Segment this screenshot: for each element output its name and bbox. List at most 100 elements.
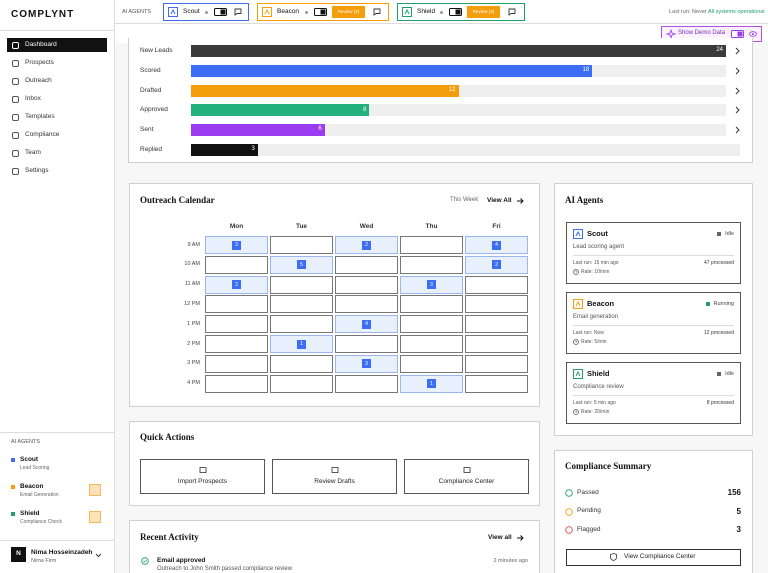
divider <box>573 395 734 396</box>
calendar-cell[interactable] <box>400 335 463 353</box>
shield-icon <box>610 553 617 561</box>
compliance-button-text: View Compliance Center <box>624 553 696 561</box>
agent-card[interactable] <box>566 222 741 284</box>
count-text: 5 <box>300 261 303 268</box>
nav-item[interactable]: Settings <box>25 166 49 174</box>
review-badge[interactable] <box>332 6 365 18</box>
calendar-cell[interactable] <box>335 374 398 393</box>
nav-item[interactable]: Templates <box>25 112 55 120</box>
nav-icon <box>12 131 19 139</box>
calendar-cell[interactable] <box>335 275 398 294</box>
calendar-cell[interactable] <box>400 255 463 274</box>
agent-dot <box>11 512 15 516</box>
calendar-cell[interactable] <box>270 275 333 294</box>
compliance-value: 3 <box>736 525 741 535</box>
view-all-link[interactable]: View All <box>487 196 512 204</box>
status-icon <box>565 489 573 497</box>
arrow <box>517 535 524 541</box>
compliance-label: Passed <box>577 488 599 496</box>
user-name: Nima Hosseinzadeh <box>31 548 93 556</box>
compliance-button[interactable] <box>566 549 741 566</box>
topbar-label: AI AGENTS <box>122 8 152 15</box>
nav-item[interactable]: Team <box>25 148 41 156</box>
action-button[interactable] <box>404 459 529 494</box>
calendar-cell[interactable] <box>205 335 268 353</box>
count-text: 2 <box>235 281 238 288</box>
calendar-cell[interactable] <box>270 354 333 373</box>
stage-track <box>191 144 740 156</box>
chevron <box>735 47 740 55</box>
stage-bar <box>191 45 726 57</box>
nav-item[interactable]: Inbox <box>25 94 41 102</box>
chevron <box>735 87 740 94</box>
section-label: AI AGENTS <box>11 438 41 445</box>
count-badge <box>232 280 241 290</box>
agent-last-run: Last run: 5 min ago <box>573 399 616 406</box>
agent-name: Scout <box>587 229 608 239</box>
status-dot <box>205 10 208 14</box>
stage-label: Scored <box>140 66 161 74</box>
calendar-cell[interactable] <box>270 315 333 334</box>
pipeline-card <box>128 38 753 163</box>
calendar-cell[interactable] <box>465 335 528 353</box>
review-indicator[interactable] <box>89 484 101 496</box>
calendar-cell[interactable] <box>205 295 268 314</box>
calendar-cell[interactable] <box>465 295 528 314</box>
calendar-cell[interactable] <box>335 295 398 314</box>
chevron <box>735 67 740 75</box>
stage-value: 8 <box>362 106 367 113</box>
agent-name: Beacon <box>587 299 615 309</box>
card-title: AI Agents <box>565 195 604 206</box>
agent-card[interactable] <box>566 362 741 424</box>
action-button[interactable] <box>140 459 265 494</box>
action-label: Review Drafts <box>314 477 355 485</box>
calendar-cell[interactable] <box>270 295 333 314</box>
time-label: 11 AM <box>184 281 200 288</box>
calendar-cell[interactable] <box>205 315 268 334</box>
calendar-cell[interactable] <box>400 295 463 314</box>
count-badge <box>427 379 436 389</box>
nav-icon <box>12 41 19 49</box>
agent-processed: 8 processed <box>706 399 734 406</box>
nav-item[interactable]: Outreach <box>25 76 52 84</box>
calendar-cell[interactable] <box>465 315 528 334</box>
count-text: 3 <box>365 360 368 367</box>
review-indicator[interactable] <box>89 511 101 523</box>
action-button[interactable] <box>272 459 397 494</box>
agent-name: Scout <box>20 455 39 463</box>
divider <box>573 325 734 326</box>
stage-track <box>191 124 726 137</box>
calendar-cell[interactable] <box>465 374 528 393</box>
review-badge[interactable] <box>467 6 500 18</box>
time-label: 12 PM <box>184 300 200 307</box>
calendar-cell[interactable] <box>465 354 528 373</box>
calendar-cell[interactable] <box>335 335 398 353</box>
calendar-cell[interactable] <box>400 236 463 254</box>
calendar-cell[interactable] <box>465 275 528 294</box>
nav-item[interactable]: Prospects <box>25 58 54 66</box>
compliance-label: Flagged <box>577 525 601 533</box>
day-header: Wed <box>359 222 374 230</box>
nav-item[interactable]: Dashboard <box>25 40 57 48</box>
agent-description: Email generation <box>573 314 619 321</box>
calendar-cell[interactable] <box>335 255 398 274</box>
calendar-cell[interactable] <box>270 236 333 254</box>
nav-item[interactable]: Compliance <box>25 130 60 138</box>
agent-status: Idle <box>725 370 734 377</box>
count-text: 3 <box>235 241 238 248</box>
calendar-cell[interactable] <box>205 354 268 373</box>
view-all-link[interactable]: View all <box>488 533 512 541</box>
nav-icon <box>12 59 19 67</box>
calendar-cell[interactable] <box>270 374 333 393</box>
calendar-cell[interactable] <box>400 354 463 373</box>
agent-dot <box>11 458 15 462</box>
toggle <box>731 30 744 38</box>
agent-icon <box>573 369 583 379</box>
stage-value: 6 <box>318 126 322 133</box>
day-header: Mon <box>229 222 244 230</box>
calendar-cell[interactable] <box>205 255 268 274</box>
calendar-cell[interactable] <box>400 315 463 334</box>
calendar-cell[interactable] <box>205 374 268 393</box>
stage-label: Approved <box>140 106 168 114</box>
agent-card[interactable] <box>566 292 741 354</box>
